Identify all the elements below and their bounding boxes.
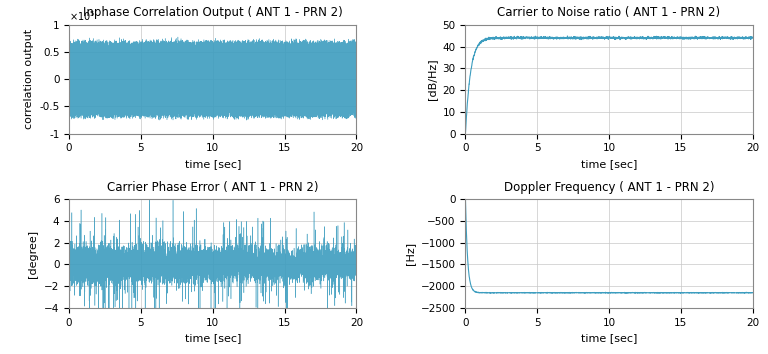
Y-axis label: [Hz]: [Hz] <box>406 242 415 265</box>
Y-axis label: [dB/Hz]: [dB/Hz] <box>427 58 437 100</box>
Text: $\times10^5$: $\times10^5$ <box>69 9 95 23</box>
X-axis label: time [sec]: time [sec] <box>184 333 241 343</box>
Title: Carrier Phase Error ( ANT 1 - PRN 2): Carrier Phase Error ( ANT 1 - PRN 2) <box>107 181 319 194</box>
Title: Inphase Correlation Output ( ANT 1 - PRN 2): Inphase Correlation Output ( ANT 1 - PRN… <box>83 6 343 19</box>
Title: Carrier to Noise ratio ( ANT 1 - PRN 2): Carrier to Noise ratio ( ANT 1 - PRN 2) <box>498 6 720 19</box>
Title: Doppler Frequency ( ANT 1 - PRN 2): Doppler Frequency ( ANT 1 - PRN 2) <box>504 181 714 194</box>
Y-axis label: [degree]: [degree] <box>28 229 38 278</box>
X-axis label: time [sec]: time [sec] <box>581 159 637 169</box>
Y-axis label: correlation output: correlation output <box>24 29 34 129</box>
X-axis label: time [sec]: time [sec] <box>184 159 241 169</box>
X-axis label: time [sec]: time [sec] <box>581 333 637 343</box>
